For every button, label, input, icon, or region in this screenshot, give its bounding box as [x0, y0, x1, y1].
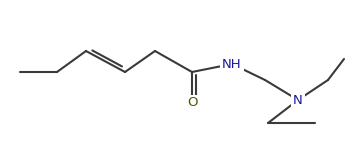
Text: O: O [187, 96, 197, 110]
Text: NH: NH [222, 57, 242, 71]
Text: N: N [293, 93, 303, 106]
